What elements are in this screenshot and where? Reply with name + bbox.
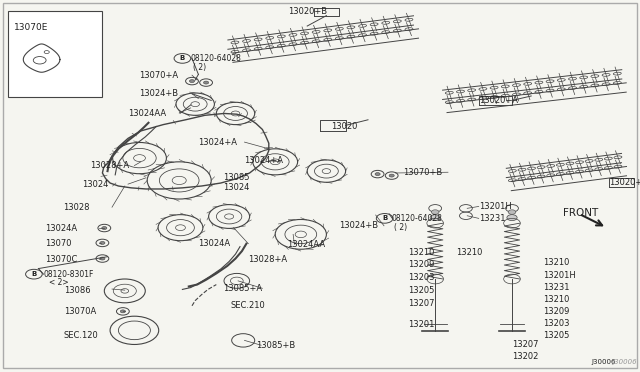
Text: 08120-64028: 08120-64028 — [392, 214, 442, 223]
Text: 13024A: 13024A — [198, 239, 230, 248]
Text: 13024+B: 13024+B — [339, 221, 378, 230]
Text: J30006: J30006 — [612, 359, 637, 365]
Text: 13203: 13203 — [543, 319, 569, 328]
Text: 13020+B: 13020+B — [288, 7, 327, 16]
Circle shape — [508, 210, 516, 214]
Text: 13024+A: 13024+A — [198, 138, 237, 147]
Text: 13086: 13086 — [64, 286, 91, 295]
Text: 13028: 13028 — [63, 203, 89, 212]
Text: 13201H: 13201H — [543, 271, 575, 280]
Text: < 2>: < 2> — [49, 278, 68, 287]
Text: 13201H: 13201H — [479, 202, 511, 211]
Text: 13203: 13203 — [408, 273, 435, 282]
Text: 13205: 13205 — [543, 331, 569, 340]
Text: 13028+A: 13028+A — [248, 255, 287, 264]
Text: 13024: 13024 — [82, 180, 108, 189]
Text: 13020: 13020 — [332, 122, 358, 131]
Text: 13024+B: 13024+B — [140, 89, 179, 98]
Text: 13020+A: 13020+A — [479, 96, 518, 105]
Circle shape — [189, 80, 195, 83]
Text: 13231: 13231 — [479, 214, 505, 223]
Circle shape — [375, 173, 380, 176]
Text: 08120-8301F: 08120-8301F — [44, 270, 94, 279]
Text: 13028+A: 13028+A — [90, 161, 129, 170]
Text: 13085+B: 13085+B — [256, 341, 295, 350]
Text: B: B — [180, 55, 185, 61]
Text: 13209: 13209 — [543, 307, 569, 316]
Text: 13070A: 13070A — [64, 307, 96, 316]
Text: 13210: 13210 — [408, 248, 435, 257]
Circle shape — [204, 81, 209, 84]
Text: B: B — [382, 215, 387, 221]
Circle shape — [431, 210, 439, 214]
Text: 13070+A: 13070+A — [140, 71, 179, 80]
Text: 13070+B: 13070+B — [403, 168, 442, 177]
Text: SEC.120: SEC.120 — [64, 331, 99, 340]
Text: 13202: 13202 — [512, 352, 538, 360]
Circle shape — [120, 310, 125, 313]
Text: 13070: 13070 — [45, 239, 71, 248]
Text: 13024A: 13024A — [45, 224, 77, 233]
Text: 13210: 13210 — [543, 258, 569, 267]
Text: 13210: 13210 — [543, 295, 569, 304]
Text: 13070C: 13070C — [45, 255, 77, 264]
Text: 13209: 13209 — [408, 260, 435, 269]
Text: 13024AA: 13024AA — [287, 240, 325, 249]
Text: 13231: 13231 — [543, 283, 569, 292]
Text: 13020+C: 13020+C — [609, 178, 640, 187]
Text: 13024: 13024 — [223, 183, 249, 192]
Circle shape — [389, 174, 394, 177]
Circle shape — [430, 215, 440, 221]
Circle shape — [102, 227, 107, 230]
Text: 13024AA: 13024AA — [128, 109, 166, 118]
Circle shape — [507, 215, 517, 221]
Text: ( 2): ( 2) — [193, 63, 207, 72]
Bar — [8, 11, 102, 97]
Text: B: B — [31, 271, 36, 277]
Text: 13205: 13205 — [408, 286, 435, 295]
Text: 13070E: 13070E — [14, 23, 49, 32]
Text: ( 2): ( 2) — [394, 223, 408, 232]
Text: 13085+A: 13085+A — [223, 284, 262, 293]
Text: SEC.210: SEC.210 — [230, 301, 265, 310]
Text: J30006: J30006 — [591, 359, 616, 365]
Text: 13210: 13210 — [456, 248, 482, 257]
Text: 13085: 13085 — [223, 173, 249, 182]
Text: 13207: 13207 — [408, 299, 435, 308]
Circle shape — [100, 257, 105, 260]
Circle shape — [100, 241, 105, 244]
Text: 13207: 13207 — [512, 340, 538, 349]
Text: 13024+A: 13024+A — [244, 156, 284, 165]
Text: 13201: 13201 — [408, 320, 435, 329]
Text: FRONT: FRONT — [563, 208, 598, 218]
Text: 08120-64028: 08120-64028 — [191, 54, 241, 63]
